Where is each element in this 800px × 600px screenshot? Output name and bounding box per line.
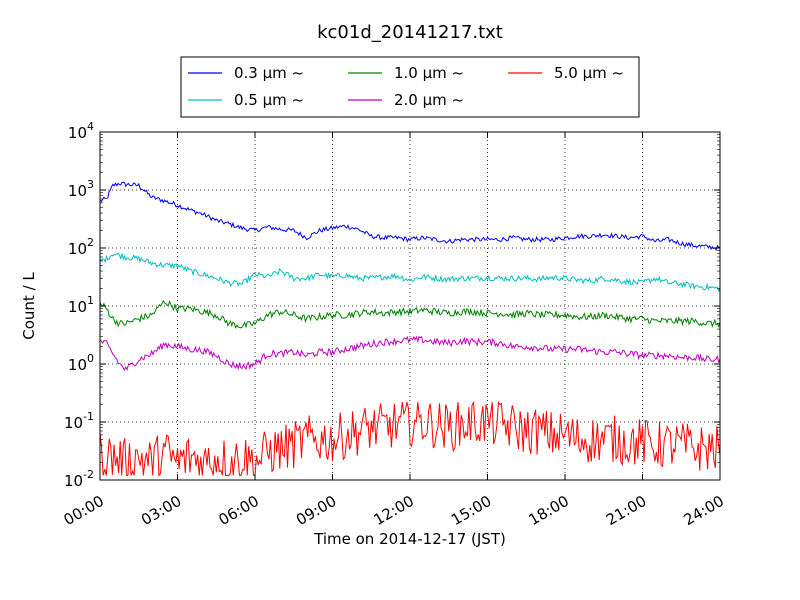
- x-tick-label: 15:00: [448, 492, 494, 529]
- series-line: [100, 252, 720, 293]
- legend-label: 1.0 μm ~: [394, 64, 464, 82]
- y-tick-label: 101: [68, 294, 94, 316]
- y-tick-label: 104: [68, 120, 94, 142]
- series-line: [100, 181, 720, 251]
- legend: 0.3 μm ~ 0.5 μm ~ 1.0 μm ~ 2.0 μm ~ 5.0 μm ~: [180, 56, 640, 118]
- x-tick-label: 21:00: [603, 492, 649, 529]
- legend-label: 5.0 μm ~: [554, 64, 624, 82]
- y-tick-labels: 10-2 10-1 100 101 102 103 104: [64, 120, 94, 490]
- series-line: [100, 400, 720, 477]
- gridlines: [99, 132, 721, 480]
- y-axis-label: Count / L: [20, 272, 38, 340]
- legend-box: [180, 56, 640, 118]
- x-axis-label: Time on 2014-12-17 (JST): [313, 530, 506, 548]
- x-tick-label: 24:00: [681, 492, 727, 529]
- x-tick-label: 03:00: [138, 492, 184, 529]
- y-tick-label: 103: [68, 178, 94, 200]
- legend-label: 0.5 μm ~: [234, 91, 304, 109]
- y-tick-label: 10-2: [64, 468, 94, 490]
- y-tick-label: 100: [68, 352, 94, 374]
- legend-label: 0.3 μm ~: [234, 64, 304, 82]
- x-tick-label: 09:00: [293, 492, 339, 529]
- x-tick-label: 12:00: [371, 492, 417, 529]
- y-tick-label: 102: [68, 236, 94, 258]
- chart-title: kc01d_20141217.txt: [317, 22, 503, 43]
- legend-label: 2.0 μm ~: [394, 91, 464, 109]
- x-tick-label: 06:00: [216, 492, 262, 529]
- y-tick-label: 10-1: [64, 410, 94, 432]
- series-line: [100, 335, 720, 372]
- x-tick-labels: 00:00 03:00 06:00 09:00 12:00 15:00 18:00 21:00…: [61, 492, 727, 529]
- x-tick-label: 18:00: [526, 492, 572, 529]
- x-tick-label: 00:00: [61, 492, 107, 529]
- axis-ticks: [99, 131, 721, 481]
- series-lines: [100, 181, 720, 477]
- series-line: [100, 299, 720, 330]
